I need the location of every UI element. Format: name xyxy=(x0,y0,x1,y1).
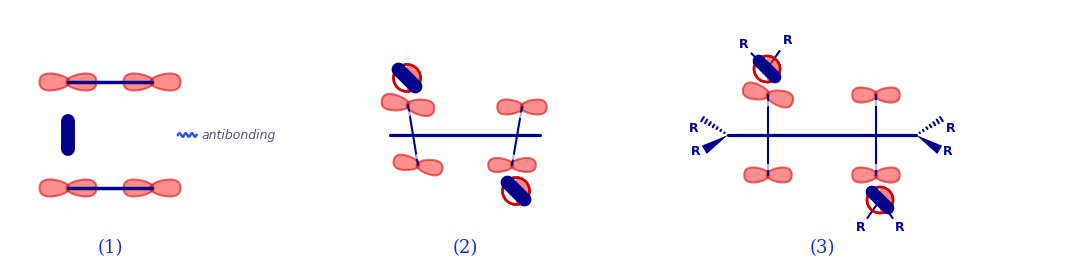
Text: R: R xyxy=(943,145,953,158)
Ellipse shape xyxy=(64,194,72,201)
Polygon shape xyxy=(40,180,69,197)
Ellipse shape xyxy=(872,100,880,106)
Polygon shape xyxy=(702,135,728,154)
Polygon shape xyxy=(521,100,546,114)
Text: R: R xyxy=(783,34,792,47)
Polygon shape xyxy=(516,179,528,203)
Ellipse shape xyxy=(405,93,414,99)
Polygon shape xyxy=(123,73,153,90)
Text: R: R xyxy=(688,123,698,136)
Polygon shape xyxy=(150,73,180,90)
Polygon shape xyxy=(767,167,792,183)
Ellipse shape xyxy=(764,164,772,170)
Ellipse shape xyxy=(64,69,72,76)
Polygon shape xyxy=(852,87,877,103)
Polygon shape xyxy=(767,90,793,107)
Polygon shape xyxy=(497,100,524,114)
Polygon shape xyxy=(393,155,419,170)
Circle shape xyxy=(502,177,529,204)
Polygon shape xyxy=(852,167,877,183)
Polygon shape xyxy=(916,135,942,154)
Circle shape xyxy=(393,65,420,92)
Polygon shape xyxy=(875,167,900,183)
Polygon shape xyxy=(875,87,900,103)
Ellipse shape xyxy=(147,194,157,201)
Ellipse shape xyxy=(64,88,72,95)
Polygon shape xyxy=(40,73,69,90)
Polygon shape xyxy=(417,160,443,176)
Ellipse shape xyxy=(508,170,516,176)
Text: (1): (1) xyxy=(97,239,123,257)
Polygon shape xyxy=(150,180,180,197)
Text: (2): (2) xyxy=(453,239,477,257)
Polygon shape xyxy=(407,66,419,90)
Polygon shape xyxy=(67,73,96,90)
Ellipse shape xyxy=(517,96,526,102)
Polygon shape xyxy=(67,180,96,197)
Polygon shape xyxy=(406,100,434,116)
Ellipse shape xyxy=(147,69,157,76)
Polygon shape xyxy=(743,82,769,100)
Circle shape xyxy=(754,56,780,82)
Polygon shape xyxy=(123,180,153,197)
Ellipse shape xyxy=(764,180,772,186)
Polygon shape xyxy=(488,158,513,172)
Text: R: R xyxy=(855,221,865,234)
Ellipse shape xyxy=(872,164,880,170)
Polygon shape xyxy=(880,188,892,212)
Polygon shape xyxy=(511,158,536,172)
Ellipse shape xyxy=(508,154,516,160)
Text: R: R xyxy=(895,221,905,234)
Ellipse shape xyxy=(872,180,880,186)
Ellipse shape xyxy=(64,175,72,182)
Ellipse shape xyxy=(402,111,410,117)
Ellipse shape xyxy=(147,88,157,95)
Ellipse shape xyxy=(413,170,421,176)
Polygon shape xyxy=(381,94,409,110)
Text: (3): (3) xyxy=(809,239,835,257)
Text: R: R xyxy=(691,145,701,158)
Ellipse shape xyxy=(416,154,423,160)
Ellipse shape xyxy=(766,83,774,90)
Polygon shape xyxy=(744,167,769,183)
Polygon shape xyxy=(767,57,779,81)
Circle shape xyxy=(867,187,893,213)
Ellipse shape xyxy=(761,100,770,107)
Ellipse shape xyxy=(517,112,526,118)
Ellipse shape xyxy=(147,175,157,182)
Text: R: R xyxy=(739,38,748,50)
Ellipse shape xyxy=(872,84,880,90)
Text: antibonding: antibonding xyxy=(201,129,275,141)
Text: R: R xyxy=(946,123,956,136)
